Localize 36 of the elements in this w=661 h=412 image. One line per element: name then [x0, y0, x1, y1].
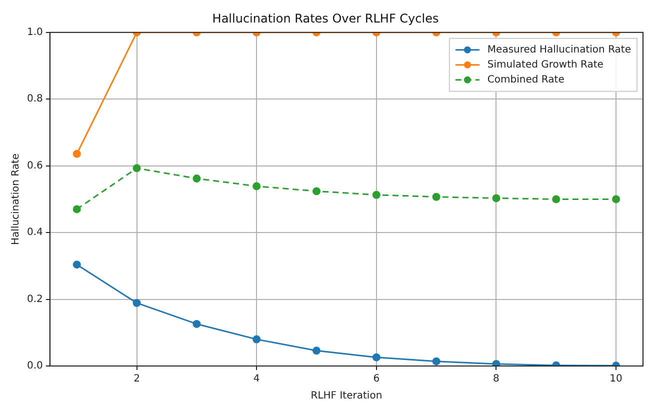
legend-label: Measured Hallucination Rate [487, 44, 632, 56]
point [132, 298, 141, 307]
point [372, 190, 380, 199]
x-tick-label: 6 [373, 374, 380, 385]
chart-title: Hallucination Rates Over RLHF Cycles [212, 11, 439, 26]
y-tick-label: 0.8 [26, 94, 43, 105]
x-tick-label: 8 [493, 374, 500, 385]
point [492, 194, 500, 202]
x-tick-label: 4 [253, 374, 260, 385]
point [192, 320, 201, 328]
point [192, 174, 201, 183]
point [72, 150, 81, 158]
legend-label: Combined Rate [487, 74, 564, 86]
y-tick-label: 0.6 [26, 160, 43, 172]
legend-label: Simulated Growth Rate [487, 59, 604, 70]
x-tick-label: 2 [134, 374, 140, 385]
point [72, 260, 81, 269]
y-axis-title: Hallucination Rate [10, 153, 22, 245]
point [552, 195, 560, 204]
y-tick-label: 1.0 [26, 26, 43, 38]
point [252, 182, 261, 190]
point [432, 357, 440, 366]
point [312, 187, 320, 196]
point [312, 346, 320, 355]
point [492, 360, 500, 366]
point [432, 192, 440, 201]
point [252, 335, 261, 344]
x-tick-label: 10 [610, 374, 622, 385]
point [72, 205, 81, 214]
point [132, 164, 141, 172]
y-tick-label: 0.0 [26, 360, 43, 372]
point [612, 195, 620, 204]
y-tick-label: 0.2 [26, 294, 43, 305]
x-axis-title: RLHF Iteration [310, 390, 382, 402]
point [372, 353, 380, 362]
y-tick-label: 0.4 [26, 227, 43, 238]
